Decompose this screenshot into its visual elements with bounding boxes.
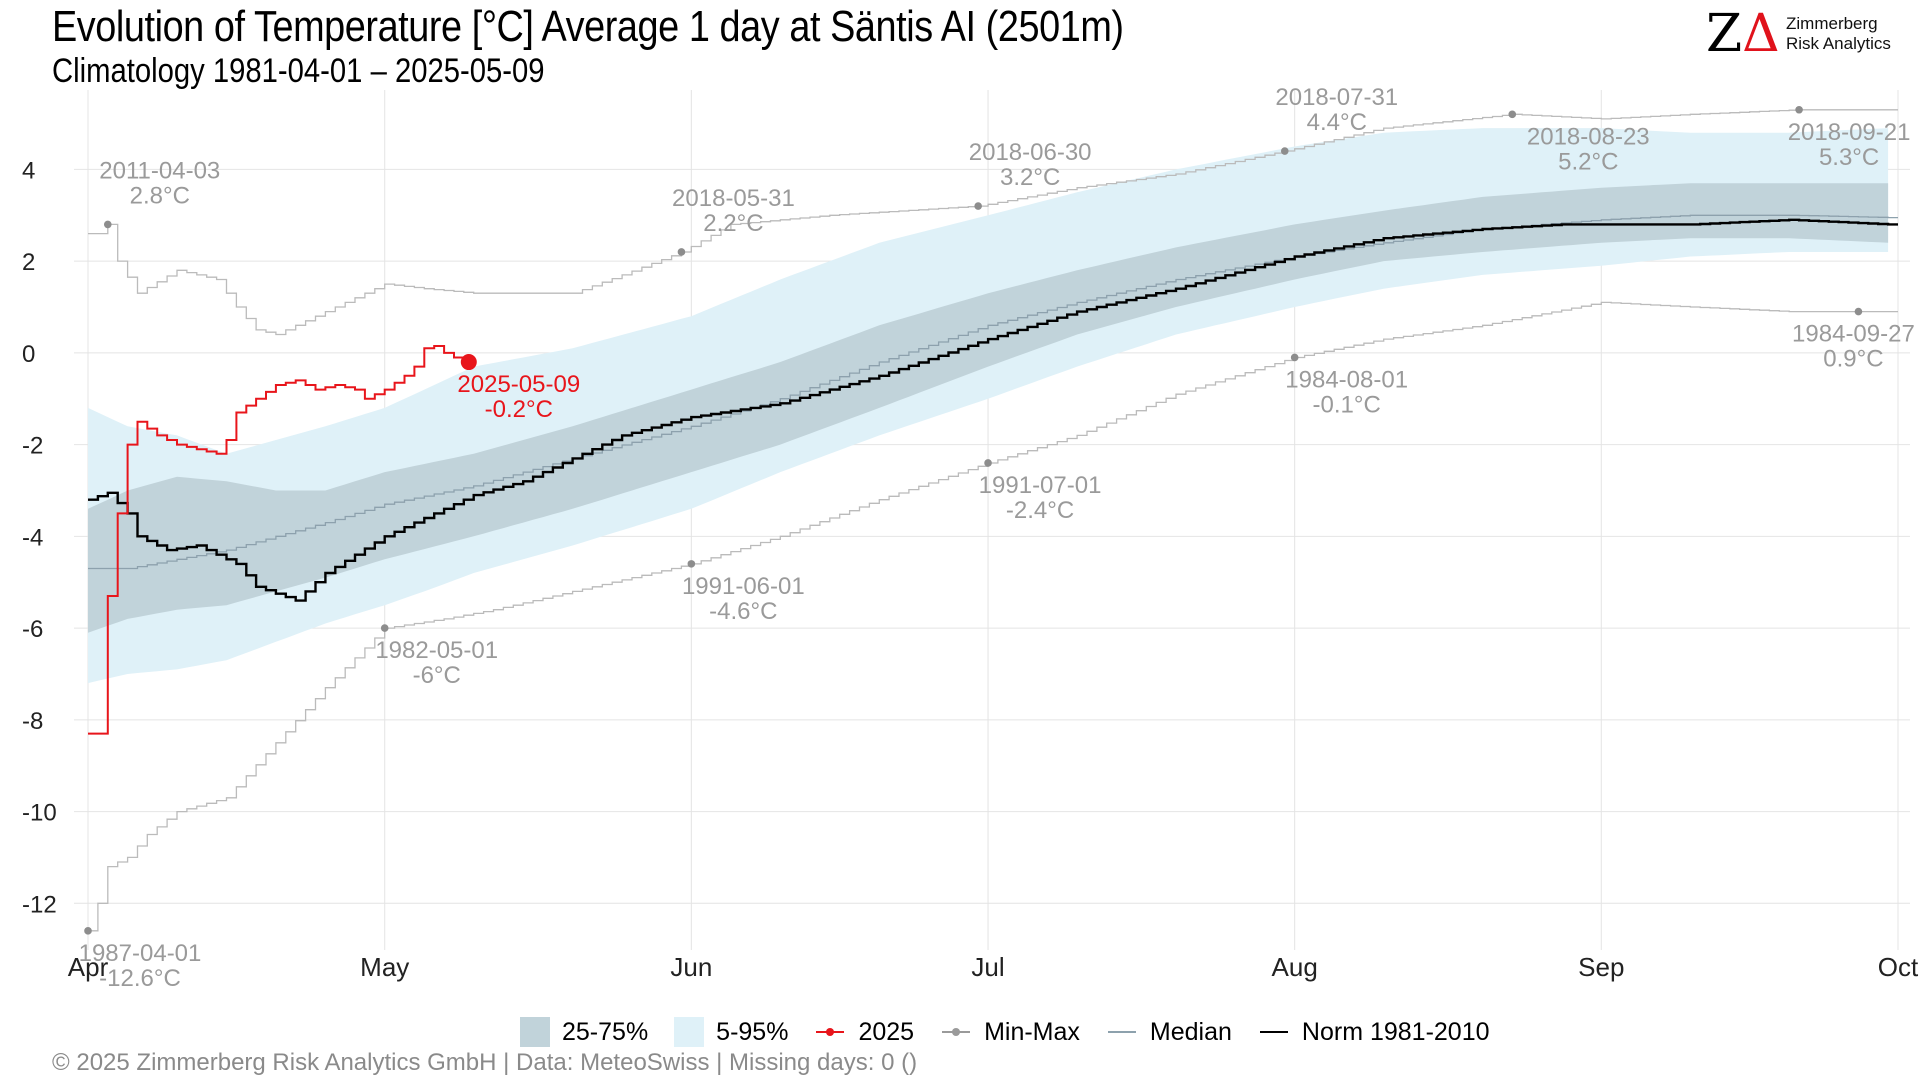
percentile-bands bbox=[88, 128, 1889, 684]
annotation-value: -6°C bbox=[413, 662, 461, 689]
annotation-date: 2025-05-09 bbox=[457, 371, 580, 398]
legend-item: Min-Max bbox=[940, 1017, 1080, 1047]
median-line bbox=[88, 214, 1898, 570]
legend-swatch bbox=[1107, 1031, 1136, 1033]
series-lines bbox=[88, 109, 1898, 932]
x-tick-label: May bbox=[360, 952, 409, 982]
legend-swatch-dot bbox=[952, 1028, 961, 1036]
legend-label: Median bbox=[1149, 1017, 1232, 1046]
annotation-value: -12.6°C bbox=[99, 965, 181, 992]
annotation-value: 2.2°C bbox=[703, 210, 763, 237]
axis-labels: -12 -10 -8 -6 -4 -2 0 2 4 Apr May Jun Jul Aug Sep Oct bbox=[22, 157, 1919, 982]
annotation-date: 1984-09-27 bbox=[1792, 321, 1915, 348]
annotation-date: 1991-07-01 bbox=[979, 472, 1102, 499]
band-5-95 bbox=[88, 128, 1889, 684]
annotation-value: 0.9°C bbox=[1823, 346, 1883, 373]
annotation-value: 4.4°C bbox=[1307, 109, 1367, 136]
annotation-date: 1991-06-01 bbox=[682, 573, 805, 600]
annotation-date: 2011-04-03 bbox=[99, 157, 220, 184]
footer-copyright: © 2025 Zimmerberg Risk Analytics GmbH | … bbox=[52, 1049, 918, 1076]
max-record-marker bbox=[974, 202, 982, 210]
legend-swatch-square bbox=[674, 1017, 705, 1047]
current-value-marker bbox=[460, 354, 477, 371]
legend-item: 2025 bbox=[814, 1017, 914, 1047]
band-25-75 bbox=[88, 183, 1889, 633]
legend-swatch-square bbox=[520, 1017, 550, 1047]
annotations: 2011-04-032.8°C 2018-05-312.2°C 2018-06-30… bbox=[79, 84, 1915, 992]
max-record-marker bbox=[1280, 147, 1289, 155]
max-record-marker bbox=[103, 220, 112, 229]
y-tick-label: 0 bbox=[22, 341, 35, 368]
minmax-line-max bbox=[88, 109, 1898, 336]
logo-name-line2: Risk Analytics bbox=[1786, 34, 1891, 53]
legend-label: 25-75% bbox=[562, 1017, 649, 1046]
min-record-marker bbox=[1854, 307, 1863, 316]
annotation-value: 3.2°C bbox=[1000, 164, 1060, 191]
max-record-marker bbox=[677, 248, 686, 256]
legend-swatch bbox=[1259, 1031, 1288, 1033]
annotation-date: 1984-08-01 bbox=[1285, 366, 1408, 393]
annotation-date: 1982-05-01 bbox=[375, 637, 498, 664]
max-record-marker bbox=[1795, 105, 1803, 114]
annotation-date: 2018-09-21 bbox=[1788, 119, 1911, 146]
y-tick-label: -4 bbox=[22, 524, 43, 551]
x-tick-label: Jun bbox=[670, 952, 712, 982]
chart-title: Evolution of Temperature [°C] Average 1 … bbox=[52, 2, 1124, 51]
annotation-value: 5.3°C bbox=[1819, 144, 1879, 171]
chart-subtitle: Climatology 1981-04-01 – 2025-05-09 bbox=[52, 52, 545, 90]
annotation-date: 2018-07-31 bbox=[1275, 84, 1398, 111]
min-record-marker bbox=[1290, 353, 1299, 362]
norm-line bbox=[88, 218, 1898, 602]
legend-swatch bbox=[942, 1028, 971, 1036]
legend-swatch bbox=[520, 1017, 550, 1047]
max-record-marker bbox=[1508, 110, 1517, 119]
minmax-line-min bbox=[88, 301, 1898, 932]
legend-label: 2025 bbox=[858, 1017, 915, 1046]
annotation-date: 2018-06-30 bbox=[969, 139, 1092, 166]
annotation-value: 5.2°C bbox=[1558, 148, 1618, 175]
legend-item: 25-75% bbox=[520, 1017, 648, 1047]
temperature-chart: 2011-04-032.8°C 2018-05-312.2°C 2018-06-30… bbox=[22, 84, 1919, 992]
min-record-marker bbox=[380, 624, 389, 632]
current-year-line bbox=[88, 345, 474, 735]
y-tick-label: -12 bbox=[22, 891, 57, 918]
legend-item: Norm 1981-2010 bbox=[1258, 1017, 1490, 1047]
annotation-value: 2.8°C bbox=[130, 182, 190, 209]
annotation-date: 2018-08-23 bbox=[1527, 123, 1650, 150]
logo-mark: ZΔ bbox=[1706, 4, 1780, 64]
legend-label: Min-Max bbox=[984, 1017, 1080, 1046]
legend-item: 5-95% bbox=[674, 1017, 788, 1047]
min-record-marker bbox=[984, 459, 992, 467]
annotation-value: -2.4°C bbox=[1006, 497, 1074, 524]
legend-label: 5-95% bbox=[716, 1017, 789, 1046]
annotation-value: -0.1°C bbox=[1313, 391, 1381, 418]
x-tick-label: Sep bbox=[1578, 952, 1624, 982]
min-record-marker bbox=[84, 927, 92, 935]
annotation-date: 1987-04-01 bbox=[79, 940, 202, 967]
y-tick-label: -2 bbox=[22, 433, 43, 460]
y-tick-label: -6 bbox=[22, 616, 43, 643]
legend-swatch bbox=[816, 1028, 845, 1036]
legend-item: Median bbox=[1106, 1017, 1232, 1047]
y-tick-label: -10 bbox=[22, 800, 57, 827]
legend-label: Norm 1981-2010 bbox=[1301, 1017, 1490, 1046]
logo-name-line1: Zimmerberg bbox=[1786, 14, 1878, 33]
logo-name: Zimmerberg Risk Analytics bbox=[1786, 14, 1891, 54]
company-logo: ZΔ Zimmerberg Risk Analytics bbox=[1706, 8, 1906, 60]
x-tick-label: Jul bbox=[971, 952, 1004, 982]
legend-swatch bbox=[674, 1017, 705, 1047]
annotation-value: -0.2°C bbox=[485, 396, 553, 423]
x-tick-label: Aug bbox=[1272, 952, 1318, 982]
legend-swatch-dot bbox=[826, 1028, 835, 1036]
annotation-date: 2018-05-31 bbox=[672, 185, 795, 212]
y-tick-label: 2 bbox=[22, 249, 35, 276]
y-tick-label: -8 bbox=[22, 708, 43, 735]
min-record-marker bbox=[687, 560, 696, 568]
x-tick-label: Apr bbox=[68, 952, 109, 982]
legend: 25-75% 5-95% 2025 Min-Max Median Norm 1981-20… bbox=[520, 1014, 1516, 1050]
annotation-value: -4.6°C bbox=[709, 598, 777, 625]
y-tick-label: 4 bbox=[22, 157, 35, 184]
x-tick-label: Oct bbox=[1878, 952, 1919, 982]
